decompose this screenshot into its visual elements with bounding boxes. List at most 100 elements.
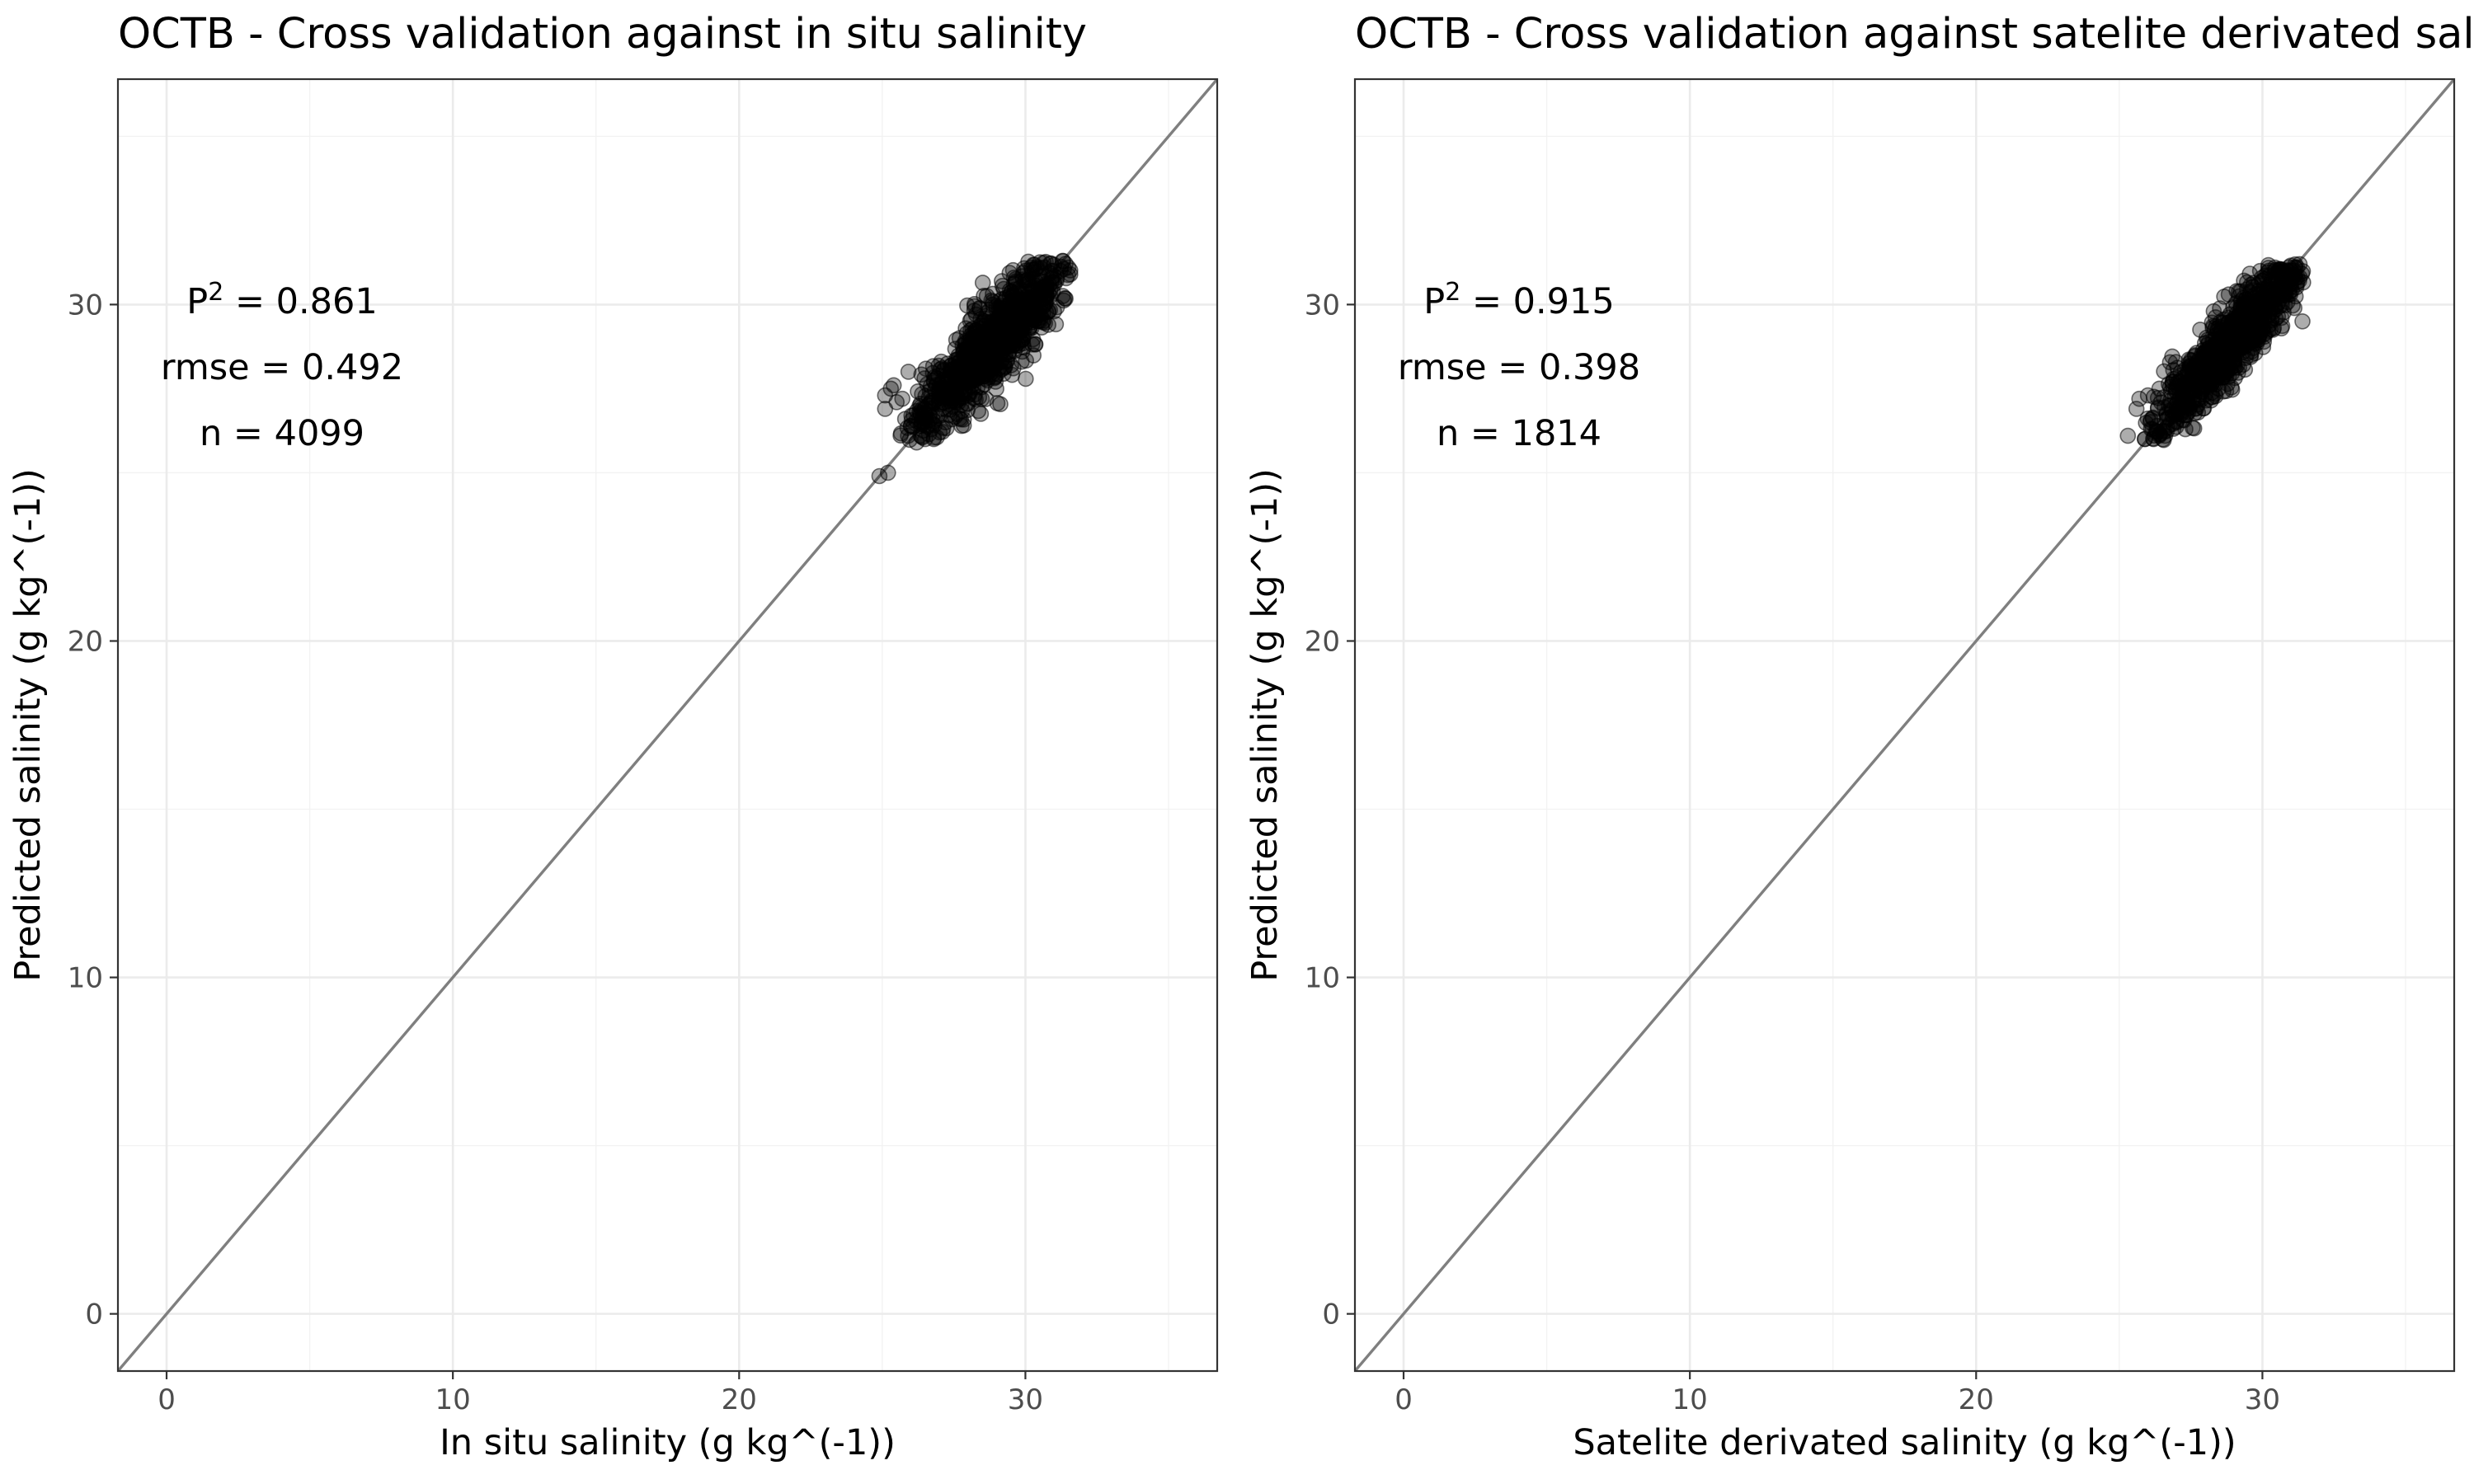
data-point [2228,312,2245,330]
data-point [2208,357,2225,373]
points-layer [871,252,1079,485]
data-point [1048,269,1065,286]
data-point [2119,427,2137,444]
x-tick-label: 20 [722,1383,757,1416]
r2-annotation: P2 = 0.915 [1423,278,1615,322]
data-point [1046,303,1062,320]
data-point [971,299,988,317]
x-tick-label: 0 [1395,1383,1413,1416]
data-point [989,395,1006,411]
data-point [951,330,968,347]
data-point [1005,323,1022,340]
panel-border [116,77,1219,1373]
data-point [900,364,917,380]
data-point [2234,330,2251,347]
data-point [2248,317,2265,333]
y-tick-label: 20 [1305,625,1340,658]
data-point [2286,299,2302,317]
r2-superscript: 2 [1445,278,1460,307]
data-point [934,387,951,404]
r2-annotation: P2 = 0.861 [186,278,378,322]
x-axis-title: Satelite derivated salinity (g kg^(-1)) [1573,1422,2236,1463]
data-point [908,434,925,451]
y-tick-label: 30 [68,289,103,322]
data-point [1018,370,1034,387]
data-point [2151,380,2168,397]
data-point [975,366,992,383]
data-point [1014,343,1031,360]
chart-title: OCTB - Cross validation against satelite… [1355,10,2474,59]
y-axis-title: Predicted salinity (g kg^(-1)) [1244,468,1286,982]
data-point [2228,283,2245,299]
data-point [999,309,1017,326]
data-point [2128,401,2145,417]
data-point [2131,390,2147,407]
data-point [1014,312,1031,330]
data-point [2242,303,2260,320]
data-point [2263,296,2279,313]
r2-value: = 0.861 [223,281,377,322]
data-point [2288,276,2305,293]
panel-border [1353,77,2456,1373]
data-point [2278,287,2294,304]
x-tick-label: 30 [2245,1383,2280,1416]
data-point [931,424,948,441]
data-point [960,343,976,360]
data-point [1018,352,1034,369]
data-point [2265,320,2283,336]
data-point [894,390,910,407]
rmse-annotation: rmse = 0.492 [161,347,403,388]
data-point [2203,392,2219,409]
data-point [1060,259,1077,276]
data-point [880,464,896,481]
rmse-annotation: rmse = 0.398 [1398,347,1640,388]
data-point [1005,269,1023,286]
chart-panel-satellite: 0 10 20 30 0 10 20 30 OCTB - Cross validation ag… [1244,10,2474,1463]
r2-symbol: P [186,281,208,322]
data-point [2291,256,2308,273]
x-tick-label: 20 [1959,1383,1994,1416]
y-tick-label: 0 [1322,1298,1340,1331]
data-point [2162,397,2180,414]
data-point [981,333,998,350]
data-point [1024,331,1042,348]
data-point [2157,427,2174,444]
data-point [2156,363,2172,380]
data-point [2205,303,2222,320]
data-point [2223,381,2241,398]
data-point [2294,312,2311,330]
data-point [1040,317,1056,333]
data-point [970,402,987,420]
data-point [1020,283,1037,299]
y-axis-title: Predicted salinity (g kg^(-1)) [7,468,49,982]
data-point [957,353,974,370]
data-point [968,340,985,357]
chart-panel-in-situ: 0 10 20 30 0 10 20 30 OCTB - Cross validation ag… [7,10,1219,1463]
y-tick-label: 10 [1305,962,1340,995]
x-tick-label: 30 [1008,1383,1043,1416]
points-layer [2119,256,2312,448]
data-point [2164,348,2180,365]
y-tick-label: 0 [85,1298,103,1331]
data-point [2180,400,2197,417]
r2-value: = 0.915 [1460,281,1614,322]
n-annotation: n = 4099 [200,413,365,454]
data-point [962,370,980,387]
data-point [1032,272,1048,289]
x-axis-title: In situ salinity (g kg^(-1)) [440,1422,896,1463]
data-point [2168,414,2185,431]
chart-title: OCTB - Cross validation against in situ … [118,10,1087,59]
n-annotation: n = 1814 [1437,413,1602,454]
data-point [965,324,981,341]
data-point [1026,299,1042,317]
data-point [2236,361,2254,378]
data-point [926,369,943,386]
data-point [2254,272,2271,289]
y-tick-label: 20 [68,625,103,658]
data-point [2137,430,2153,448]
data-point [902,417,920,434]
data-point [2194,364,2211,380]
data-point [917,430,934,448]
data-point [920,397,937,414]
data-point [972,406,990,422]
